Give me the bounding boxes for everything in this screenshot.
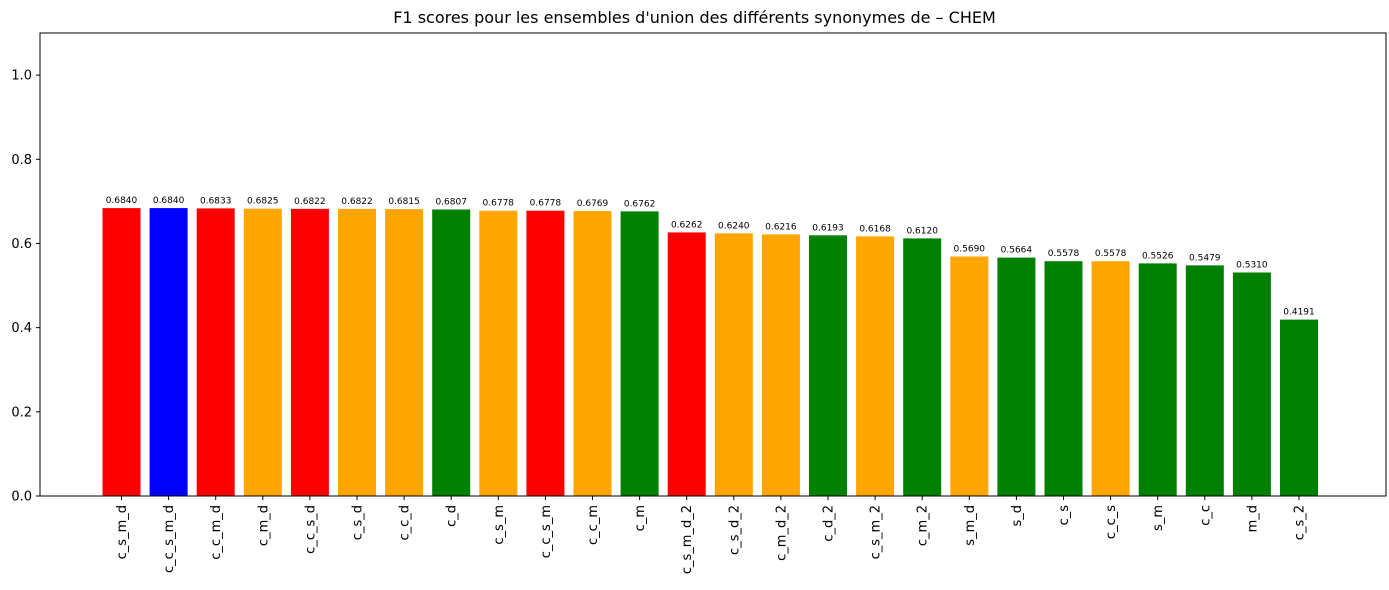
x-tick-label: c_s_m_d_2 [680,505,695,574]
y-tick-label: 0.4 [11,321,32,336]
x-tick-label: c_s_2 [1293,505,1308,540]
x-tick-label: c_m_d [256,505,271,546]
plot-frame [39,32,1387,497]
bar-c_c_s_d [290,208,329,496]
value-label: 0.6840 [106,196,138,206]
x-tick-label: c_d_2 [822,505,837,542]
bar-c_s_m_d [102,208,141,496]
x-tick-label: c_c_s_m [539,505,554,558]
y-tick-label: 0.2 [11,405,32,420]
x-tick-label: c_m [633,505,648,531]
bar-c_m_d_2 [761,234,800,496]
x-tick-label: c_s_m_d [115,505,130,559]
bar-c_s_m_2 [856,236,895,496]
x-tick-label: s_m [1151,505,1166,531]
value-label: 0.6825 [247,197,279,207]
bar-c_s [1044,261,1083,496]
bar-c_s_m [479,210,518,496]
x-tick-label: c_m_2 [916,505,931,546]
bar-c_s_d_2 [714,233,753,496]
value-label: 0.4191 [1283,308,1315,318]
bar-c_c_s_m_d [149,208,188,496]
value-label: 0.5578 [1048,249,1080,259]
bar-s_d [997,257,1036,496]
y-tick-label: 0.8 [11,153,32,168]
bar-c_s_d [338,208,376,496]
x-tick-label: c_s_d_2 [727,505,742,555]
bar-s_m_d [950,256,989,496]
x-tick-label: c_c [1198,505,1213,526]
bar-c_c_m_d [196,208,235,496]
bar-c_m_2 [903,238,942,497]
x-tick-label: c_c_m_d [209,505,224,560]
value-label: 0.6193 [812,223,844,233]
value-label: 0.6262 [671,220,703,230]
bars [102,208,1318,497]
x-tick-label: s_m_d [963,505,978,546]
y-tick-label: 0.6 [11,237,32,252]
value-label: 0.5578 [1095,249,1127,259]
x-tick-label: c_c_s_m_d [162,505,177,573]
bar-c_m [620,211,659,496]
value-label: 0.6216 [765,222,797,232]
x-tick-label: c_c_s [1104,505,1119,539]
value-label: 0.6822 [341,197,373,207]
x-tick-label: s_d [1010,505,1025,527]
value-label: 0.6833 [200,196,232,206]
x-tick-label: c_c_d [398,505,413,541]
bar-c_c_s [1091,261,1130,496]
chart-title: F1 scores pour les ensembles d'union des… [393,8,996,27]
value-label: 0.6762 [624,199,656,209]
value-label: 0.5664 [1001,246,1033,256]
bar-c_c_m [573,211,612,496]
bar-c_s_m_d_2 [667,232,706,496]
y-tick-label: 1.0 [11,69,32,84]
bar-c_d_2 [809,235,847,496]
bar-c_c_s_m [526,210,565,496]
value-label: 0.6822 [294,197,326,207]
value-label: 0.6807 [435,197,467,207]
x-tick-label: c_d [445,505,460,527]
value-label: 0.6168 [859,224,891,234]
value-label: 0.6778 [530,199,562,209]
x-tick-label: c_s_d [351,505,366,540]
value-label: 0.5479 [1189,253,1221,263]
bar-s_m [1138,263,1177,496]
x-tick-label: c_c_s_d [303,505,318,554]
y-axis: 0.0 0.2 0.4 0.6 0.8 1.0 [11,69,40,505]
x-tick-label: m_d [1245,505,1260,532]
x-tick-label: c_m_d_2 [774,505,789,561]
value-label: 0.5310 [1236,260,1268,270]
bar-c_m_d [243,208,282,496]
value-label: 0.6840 [153,196,185,206]
bar-c_c [1185,265,1224,496]
x-tick-label: c_s [1057,505,1072,526]
value-label: 0.6778 [483,199,515,209]
value-label: 0.6815 [388,197,420,207]
x-tick-label: c_s_m_2 [869,505,884,559]
value-label: 0.5526 [1142,251,1174,261]
bar-c_s_2 [1280,319,1318,496]
x-tick-label: c_c_m [586,505,601,545]
bar-c_c_d [385,209,424,496]
value-label: 0.6769 [577,199,609,209]
bar-c_d [432,209,471,496]
value-labels: 0.6840 0.6840 0.6833 0.6825 0.6822 0.6822 0.68… [106,196,1315,317]
y-tick-label: 0.0 [11,490,32,505]
value-label: 0.6240 [718,221,750,231]
value-label: 0.5690 [954,245,986,255]
x-tick-label: c_s_m [492,505,507,545]
bar-m_d [1232,272,1271,496]
x-axis: c_s_m_d c_c_s_m_d c_c_m_d c_m_d c_c_s_d c_s_d… [115,496,1308,574]
value-label: 0.6120 [906,226,938,236]
